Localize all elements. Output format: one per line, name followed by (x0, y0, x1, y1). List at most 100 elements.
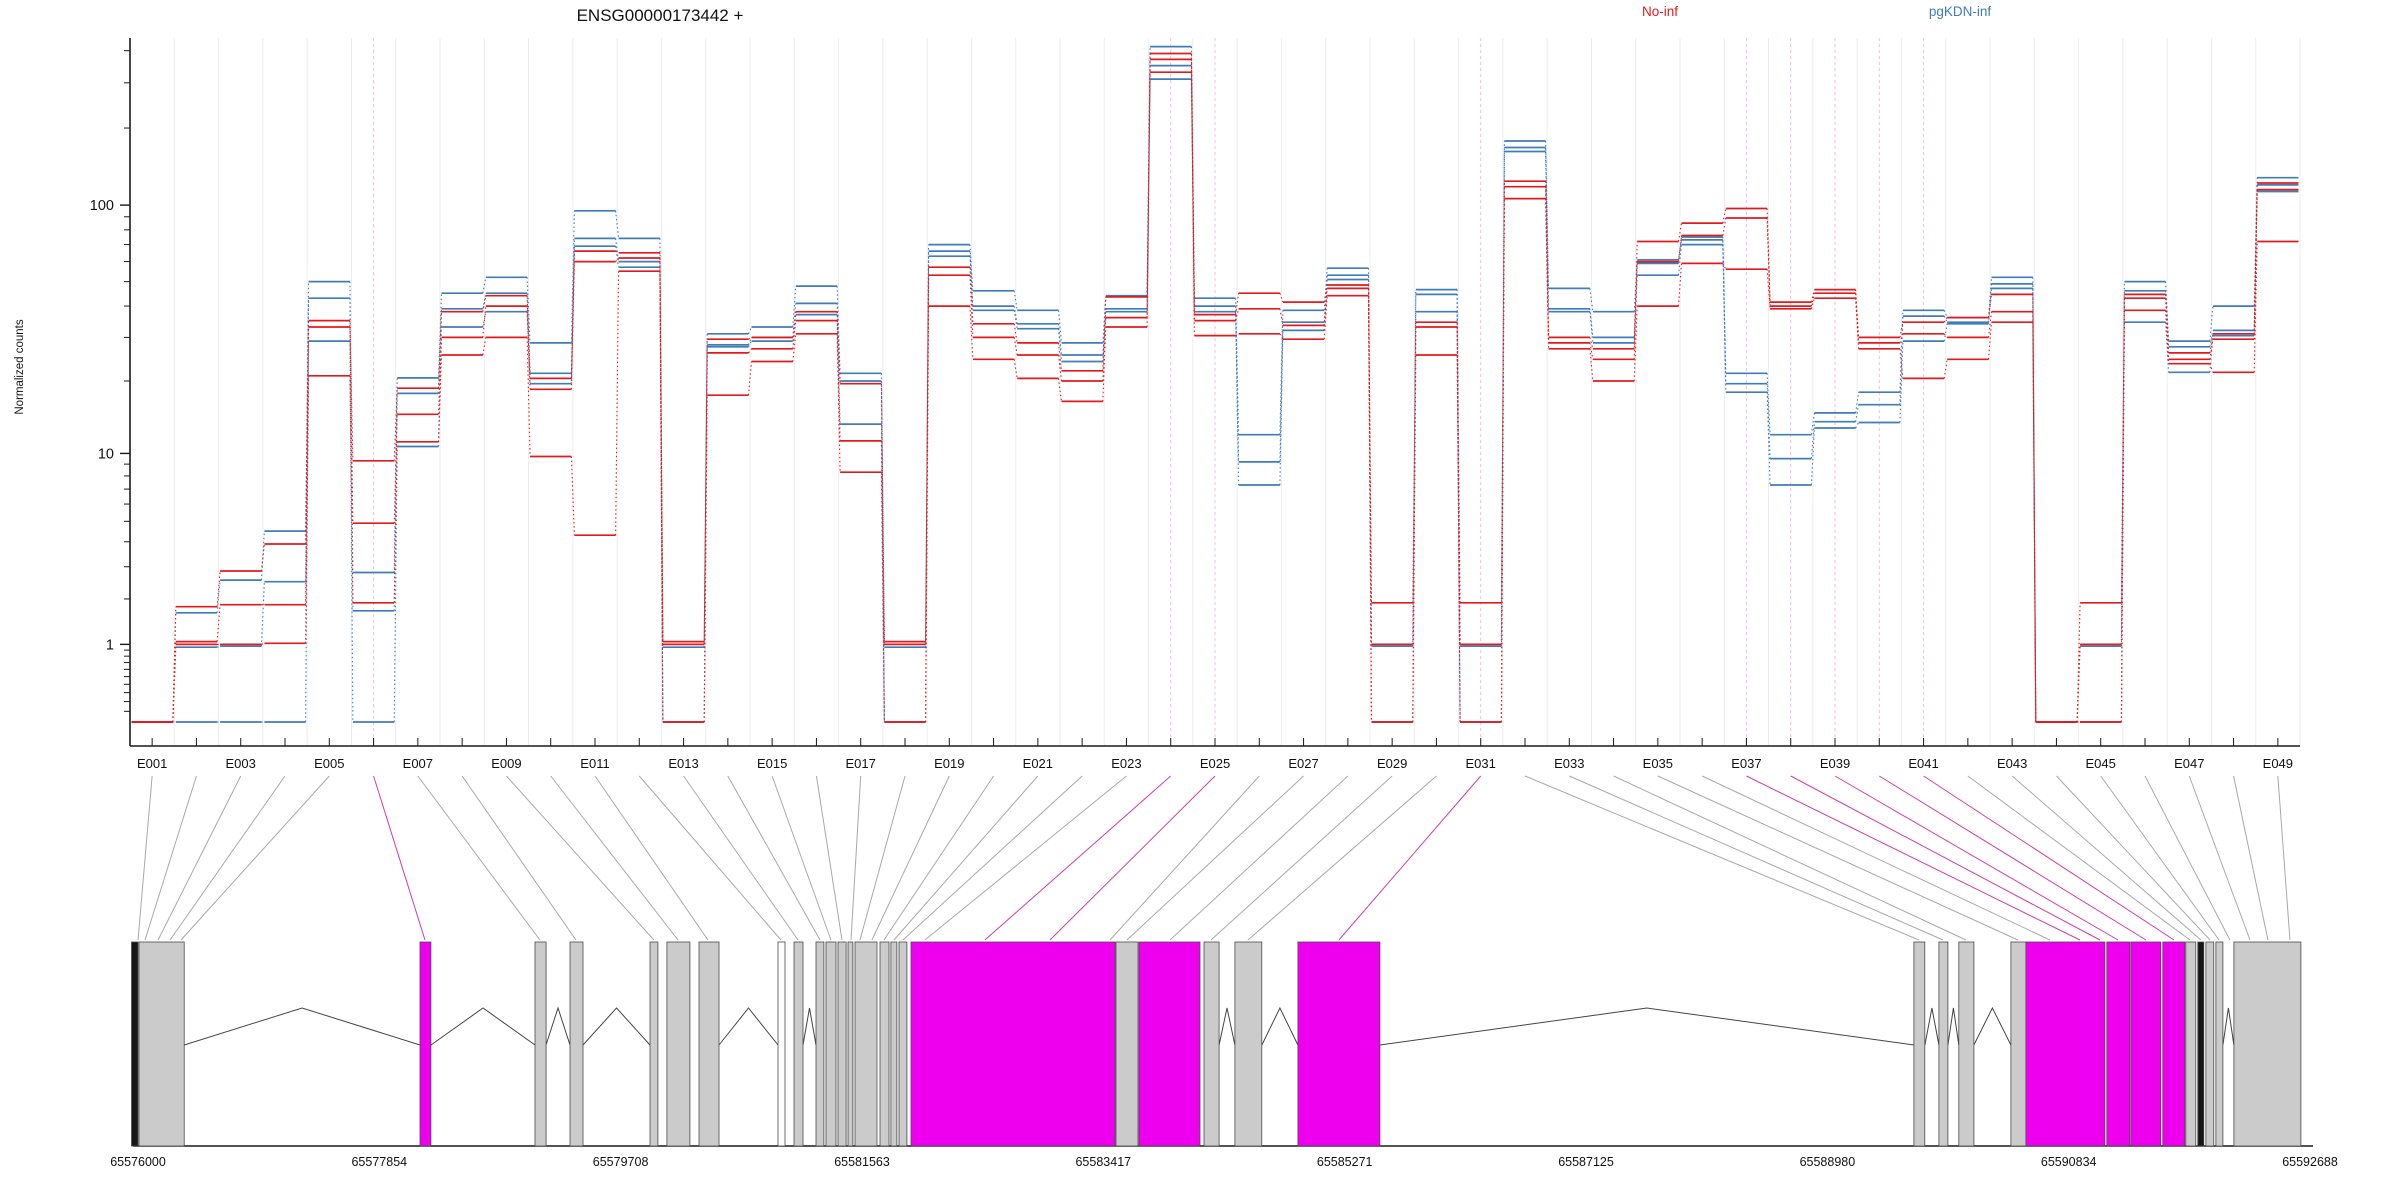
series-connector-no-inf-sample-1 (172, 53, 2258, 723)
fan-line (1109, 775, 1260, 941)
exon-bin-label: E043 (1997, 756, 2027, 771)
exon-box-magenta (910, 941, 1116, 1147)
exon-box-magenta (2025, 941, 2106, 1147)
series-connector-no-inf-sample-3 (172, 72, 2258, 723)
exon-box-gray (890, 941, 898, 1147)
intron-line (1261, 1006, 1299, 1046)
fan-line (1169, 775, 1349, 941)
exon-bin-label: E009 (491, 756, 521, 771)
fan-line (893, 775, 1039, 941)
exon-box-gray (815, 941, 825, 1147)
fan-line (902, 775, 1083, 941)
intron-line (1973, 1006, 2012, 1046)
exon-box-gray (2215, 941, 2224, 1147)
exon-box-gray (569, 941, 584, 1147)
intron-line (1924, 1007, 1940, 1046)
exon-bin-label: E015 (757, 756, 787, 771)
exon-box-magenta (2106, 941, 2131, 1147)
y-tick-label: 1 (106, 637, 114, 653)
intron-line (718, 1007, 779, 1046)
exon-box-magenta (1138, 941, 1201, 1147)
exon-bin-label: E017 (846, 756, 876, 771)
coordinate-label: 65592688 (2282, 1155, 2338, 1169)
fan-line (144, 775, 197, 941)
fan-line-significant (1338, 775, 1482, 941)
exon-box-gray (2185, 941, 2197, 1147)
fan-line (1210, 775, 1393, 941)
exon-box-gray (2010, 941, 2027, 1147)
fan-line (2277, 775, 2291, 941)
fan-line (727, 775, 821, 941)
fan-line (2100, 775, 2220, 941)
fan-line (157, 775, 242, 941)
fan-line-significant (1834, 775, 2119, 941)
exon-bin-label: E003 (226, 756, 256, 771)
exon-box-gray (2205, 941, 2215, 1147)
fan-line (180, 775, 330, 941)
fan-line (859, 775, 906, 941)
fan-line (2011, 775, 2202, 941)
fan-line (771, 775, 832, 941)
exon-bin-label: E045 (2086, 756, 2116, 771)
fan-line (1126, 775, 1304, 941)
series-lines (131, 45, 2299, 723)
exon-box-magenta (1297, 941, 1381, 1147)
exon-bin-label: E021 (1023, 756, 1053, 771)
exon-bin-label: E001 (137, 756, 167, 771)
coordinate-label: 65585271 (1317, 1155, 1373, 1169)
exon-box-gray (666, 941, 691, 1147)
fan-line (550, 775, 679, 941)
exon-box-black (2197, 941, 2205, 1147)
exon-box-gray (825, 941, 837, 1147)
page-title: ENSG00000173442 + (576, 6, 744, 25)
exon-box-gray (854, 941, 878, 1147)
fan-line (683, 775, 799, 941)
fan-line (1569, 775, 1944, 941)
fan-line (2144, 775, 2231, 941)
exon-box-gray (1115, 941, 1139, 1147)
exon-box-magenta (2162, 941, 2186, 1147)
intron-line (1218, 1007, 1236, 1046)
intron-line (582, 1007, 651, 1046)
fan-line (2188, 775, 2251, 941)
exon-bin-label: E037 (1731, 756, 1761, 771)
fan-line (871, 775, 950, 941)
gridlines (129, 38, 2301, 746)
intron-line (430, 1007, 536, 1046)
exon-box-magenta (419, 941, 432, 1147)
fan-line-significant (373, 775, 426, 941)
intron-line (184, 1007, 421, 1046)
exon-box-magenta (2130, 941, 2162, 1147)
exon-bin-label: E023 (1111, 756, 1141, 771)
exon-bin-label: E049 (2263, 756, 2293, 771)
fan-line (883, 775, 994, 941)
fan-line (1657, 775, 2019, 941)
fan-line-significant (984, 775, 1172, 941)
fan-line-significant (1879, 775, 2147, 941)
fan-line (638, 775, 782, 941)
fan-line (1524, 775, 1920, 941)
fan-line (1613, 775, 1967, 941)
exon-bin-label: E013 (668, 756, 698, 771)
fan-line (1701, 775, 2051, 941)
exon-bin-label: E025 (1200, 756, 1230, 771)
exon-box-black (131, 941, 139, 1147)
exon-bin-label: E011 (580, 756, 609, 771)
exon-bin-label: E005 (314, 756, 344, 771)
exon-box-gray (138, 941, 185, 1147)
series-connector-no-inf-sample-2 (172, 59, 2258, 723)
intron-line (802, 1007, 817, 1046)
gene-model (131, 941, 2313, 1147)
coordinate-label: 65590834 (2041, 1155, 2097, 1169)
fan-line-significant (1049, 775, 1216, 941)
fan-line-significant (1790, 775, 2101, 941)
intron-line (1379, 1007, 1914, 1046)
exon-box-gray (879, 941, 890, 1147)
exon-box-gray (649, 941, 659, 1147)
fan-line (850, 775, 862, 941)
fan-line (815, 775, 843, 941)
exon-bin-label: E007 (403, 756, 433, 771)
fan-line (506, 775, 655, 941)
exon-box-gray (837, 941, 847, 1147)
legend-no-inf: No-inf (1641, 4, 1678, 19)
